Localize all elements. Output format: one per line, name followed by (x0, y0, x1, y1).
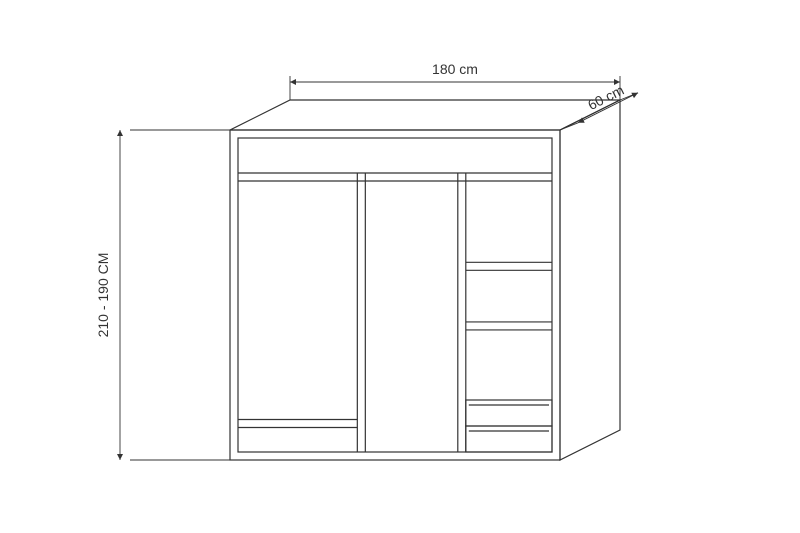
right-face (560, 100, 620, 460)
top-face (230, 100, 620, 130)
drawer-2 (466, 426, 552, 452)
front-outer (230, 130, 560, 460)
drawer-1 (466, 400, 552, 426)
dim-width-label: 180 cm (432, 61, 478, 77)
wardrobe-dimension-diagram: 210 - 190 CM180 cm60 cm (0, 0, 800, 533)
dim-height-label: 210 - 190 CM (95, 253, 111, 338)
